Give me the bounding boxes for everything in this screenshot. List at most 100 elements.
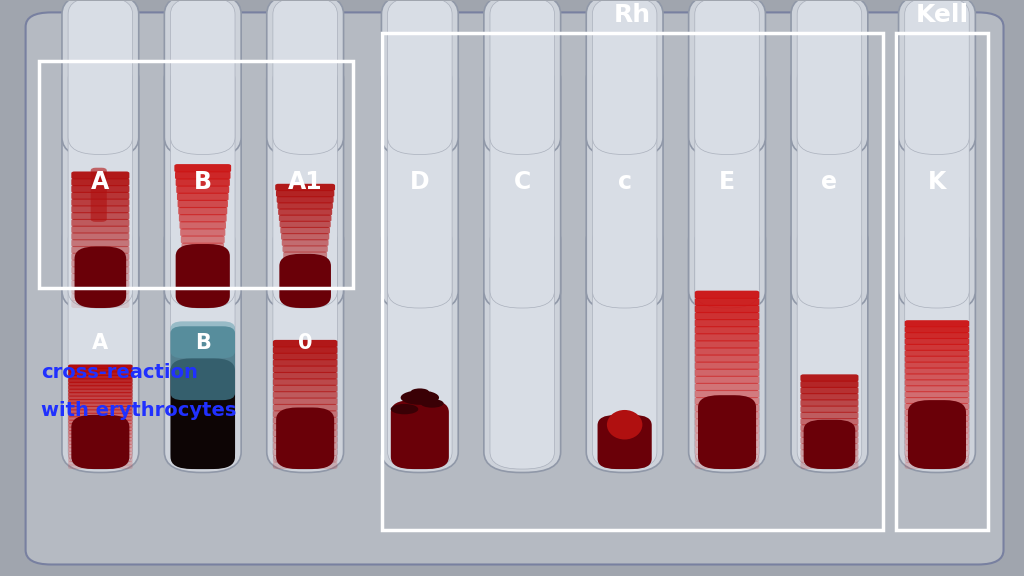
FancyBboxPatch shape (792, 58, 868, 312)
FancyBboxPatch shape (694, 312, 760, 320)
FancyBboxPatch shape (177, 192, 228, 201)
FancyBboxPatch shape (185, 286, 220, 294)
FancyBboxPatch shape (801, 387, 858, 394)
FancyBboxPatch shape (72, 259, 129, 267)
Text: c: c (617, 170, 632, 194)
FancyBboxPatch shape (905, 450, 970, 457)
FancyBboxPatch shape (62, 219, 139, 472)
FancyBboxPatch shape (278, 202, 333, 210)
FancyBboxPatch shape (68, 420, 133, 425)
FancyBboxPatch shape (284, 252, 327, 259)
FancyBboxPatch shape (592, 62, 657, 308)
FancyBboxPatch shape (905, 338, 970, 345)
FancyBboxPatch shape (798, 0, 862, 154)
FancyBboxPatch shape (272, 436, 338, 444)
Ellipse shape (607, 410, 642, 439)
FancyBboxPatch shape (694, 446, 760, 455)
FancyBboxPatch shape (72, 178, 129, 186)
FancyBboxPatch shape (287, 282, 324, 290)
FancyBboxPatch shape (276, 407, 334, 469)
FancyBboxPatch shape (905, 0, 970, 154)
FancyBboxPatch shape (905, 373, 970, 380)
FancyBboxPatch shape (72, 415, 129, 469)
FancyBboxPatch shape (801, 374, 858, 382)
FancyBboxPatch shape (905, 320, 970, 327)
FancyBboxPatch shape (72, 286, 129, 294)
FancyBboxPatch shape (170, 0, 236, 154)
FancyBboxPatch shape (801, 430, 858, 438)
FancyBboxPatch shape (792, 219, 868, 472)
FancyBboxPatch shape (387, 0, 453, 154)
FancyBboxPatch shape (177, 200, 228, 208)
FancyBboxPatch shape (170, 223, 236, 469)
FancyBboxPatch shape (26, 13, 1004, 564)
Text: A1: A1 (288, 170, 323, 194)
FancyBboxPatch shape (688, 58, 765, 312)
FancyBboxPatch shape (68, 416, 133, 421)
FancyBboxPatch shape (592, 0, 657, 154)
FancyBboxPatch shape (164, 0, 242, 158)
FancyBboxPatch shape (899, 58, 975, 312)
FancyBboxPatch shape (68, 368, 133, 373)
FancyBboxPatch shape (91, 168, 106, 222)
FancyBboxPatch shape (68, 389, 133, 393)
FancyBboxPatch shape (908, 400, 966, 469)
FancyBboxPatch shape (68, 410, 133, 414)
FancyBboxPatch shape (184, 278, 221, 287)
FancyBboxPatch shape (387, 62, 453, 308)
FancyBboxPatch shape (694, 362, 760, 370)
FancyBboxPatch shape (72, 232, 129, 240)
Text: Kell: Kell (915, 3, 969, 27)
FancyBboxPatch shape (68, 430, 133, 434)
FancyBboxPatch shape (72, 192, 129, 200)
Text: Rh: Rh (613, 3, 651, 27)
FancyBboxPatch shape (694, 298, 760, 306)
Text: A: A (91, 170, 110, 194)
FancyBboxPatch shape (164, 58, 242, 312)
FancyBboxPatch shape (598, 415, 651, 469)
FancyBboxPatch shape (801, 425, 858, 431)
FancyBboxPatch shape (272, 461, 338, 469)
FancyBboxPatch shape (801, 406, 858, 413)
FancyBboxPatch shape (272, 442, 338, 450)
FancyBboxPatch shape (694, 454, 760, 462)
FancyBboxPatch shape (62, 58, 139, 312)
FancyBboxPatch shape (484, 58, 561, 312)
FancyBboxPatch shape (266, 0, 344, 158)
FancyBboxPatch shape (694, 305, 760, 313)
FancyBboxPatch shape (170, 358, 236, 469)
FancyBboxPatch shape (905, 62, 970, 308)
FancyBboxPatch shape (176, 244, 229, 308)
FancyBboxPatch shape (694, 433, 760, 441)
FancyBboxPatch shape (272, 423, 338, 431)
Ellipse shape (411, 388, 429, 395)
FancyBboxPatch shape (68, 406, 133, 411)
Text: A: A (92, 333, 109, 353)
FancyBboxPatch shape (72, 219, 129, 227)
FancyBboxPatch shape (68, 382, 133, 386)
Bar (39, 61, 353, 289)
FancyBboxPatch shape (289, 294, 322, 302)
Text: K: K (928, 170, 946, 194)
FancyBboxPatch shape (182, 250, 223, 258)
FancyBboxPatch shape (694, 376, 760, 384)
FancyBboxPatch shape (186, 300, 219, 308)
FancyBboxPatch shape (272, 410, 338, 418)
FancyBboxPatch shape (68, 440, 133, 445)
Text: cross-reaction: cross-reaction (41, 363, 198, 382)
FancyBboxPatch shape (170, 326, 236, 400)
FancyBboxPatch shape (490, 223, 555, 469)
FancyBboxPatch shape (68, 423, 133, 428)
FancyBboxPatch shape (284, 257, 327, 265)
FancyBboxPatch shape (68, 385, 133, 390)
FancyBboxPatch shape (801, 461, 858, 469)
FancyBboxPatch shape (694, 354, 760, 363)
FancyBboxPatch shape (164, 219, 242, 472)
FancyBboxPatch shape (68, 413, 133, 418)
FancyBboxPatch shape (905, 403, 970, 410)
FancyBboxPatch shape (592, 223, 657, 469)
FancyBboxPatch shape (72, 205, 129, 213)
FancyBboxPatch shape (694, 397, 760, 406)
FancyBboxPatch shape (68, 62, 133, 308)
FancyBboxPatch shape (694, 291, 760, 299)
